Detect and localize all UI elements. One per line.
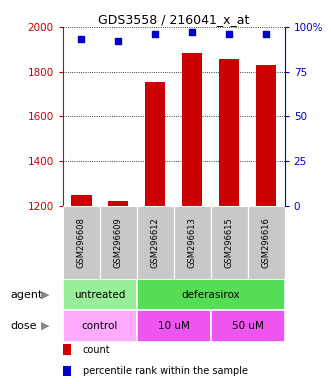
Bar	[63, 366, 71, 376]
Text: agent: agent	[10, 290, 42, 300]
Text: GSM296612: GSM296612	[151, 217, 160, 268]
Bar	[108, 201, 128, 206]
Bar	[137, 310, 211, 342]
Point	[227, 31, 232, 37]
Point	[116, 38, 121, 44]
Point	[153, 31, 158, 37]
Text: GSM296609: GSM296609	[114, 217, 123, 268]
Text: 50 uM: 50 uM	[232, 321, 263, 331]
Bar	[63, 344, 71, 355]
Text: 10 uM: 10 uM	[158, 321, 190, 331]
Bar	[211, 310, 285, 342]
Text: GSM296608: GSM296608	[77, 217, 86, 268]
Text: percentile rank within the sample: percentile rank within the sample	[83, 366, 248, 376]
Point	[79, 36, 84, 43]
Text: GSM296615: GSM296615	[225, 217, 234, 268]
Bar	[100, 206, 137, 279]
Bar	[137, 279, 285, 310]
Text: ▶: ▶	[41, 321, 50, 331]
Title: GDS3558 / 216041_x_at: GDS3558 / 216041_x_at	[98, 13, 250, 26]
Bar	[63, 310, 137, 342]
Point	[263, 31, 269, 37]
Text: GSM296613: GSM296613	[188, 217, 197, 268]
Text: dose: dose	[10, 321, 36, 331]
Bar	[211, 206, 248, 279]
Bar	[71, 195, 92, 206]
Bar	[63, 206, 100, 279]
Text: GSM296616: GSM296616	[262, 217, 271, 268]
Bar	[174, 206, 211, 279]
Bar	[248, 206, 285, 279]
Text: control: control	[82, 321, 118, 331]
Text: deferasirox: deferasirox	[181, 290, 240, 300]
Bar	[145, 82, 166, 206]
Point	[190, 29, 195, 35]
Bar	[256, 65, 276, 206]
Text: ▶: ▶	[41, 290, 50, 300]
Bar	[219, 59, 239, 206]
Bar	[182, 53, 203, 206]
Bar	[63, 279, 137, 310]
Text: untreated: untreated	[74, 290, 125, 300]
Bar	[137, 206, 174, 279]
Text: count: count	[83, 345, 111, 355]
